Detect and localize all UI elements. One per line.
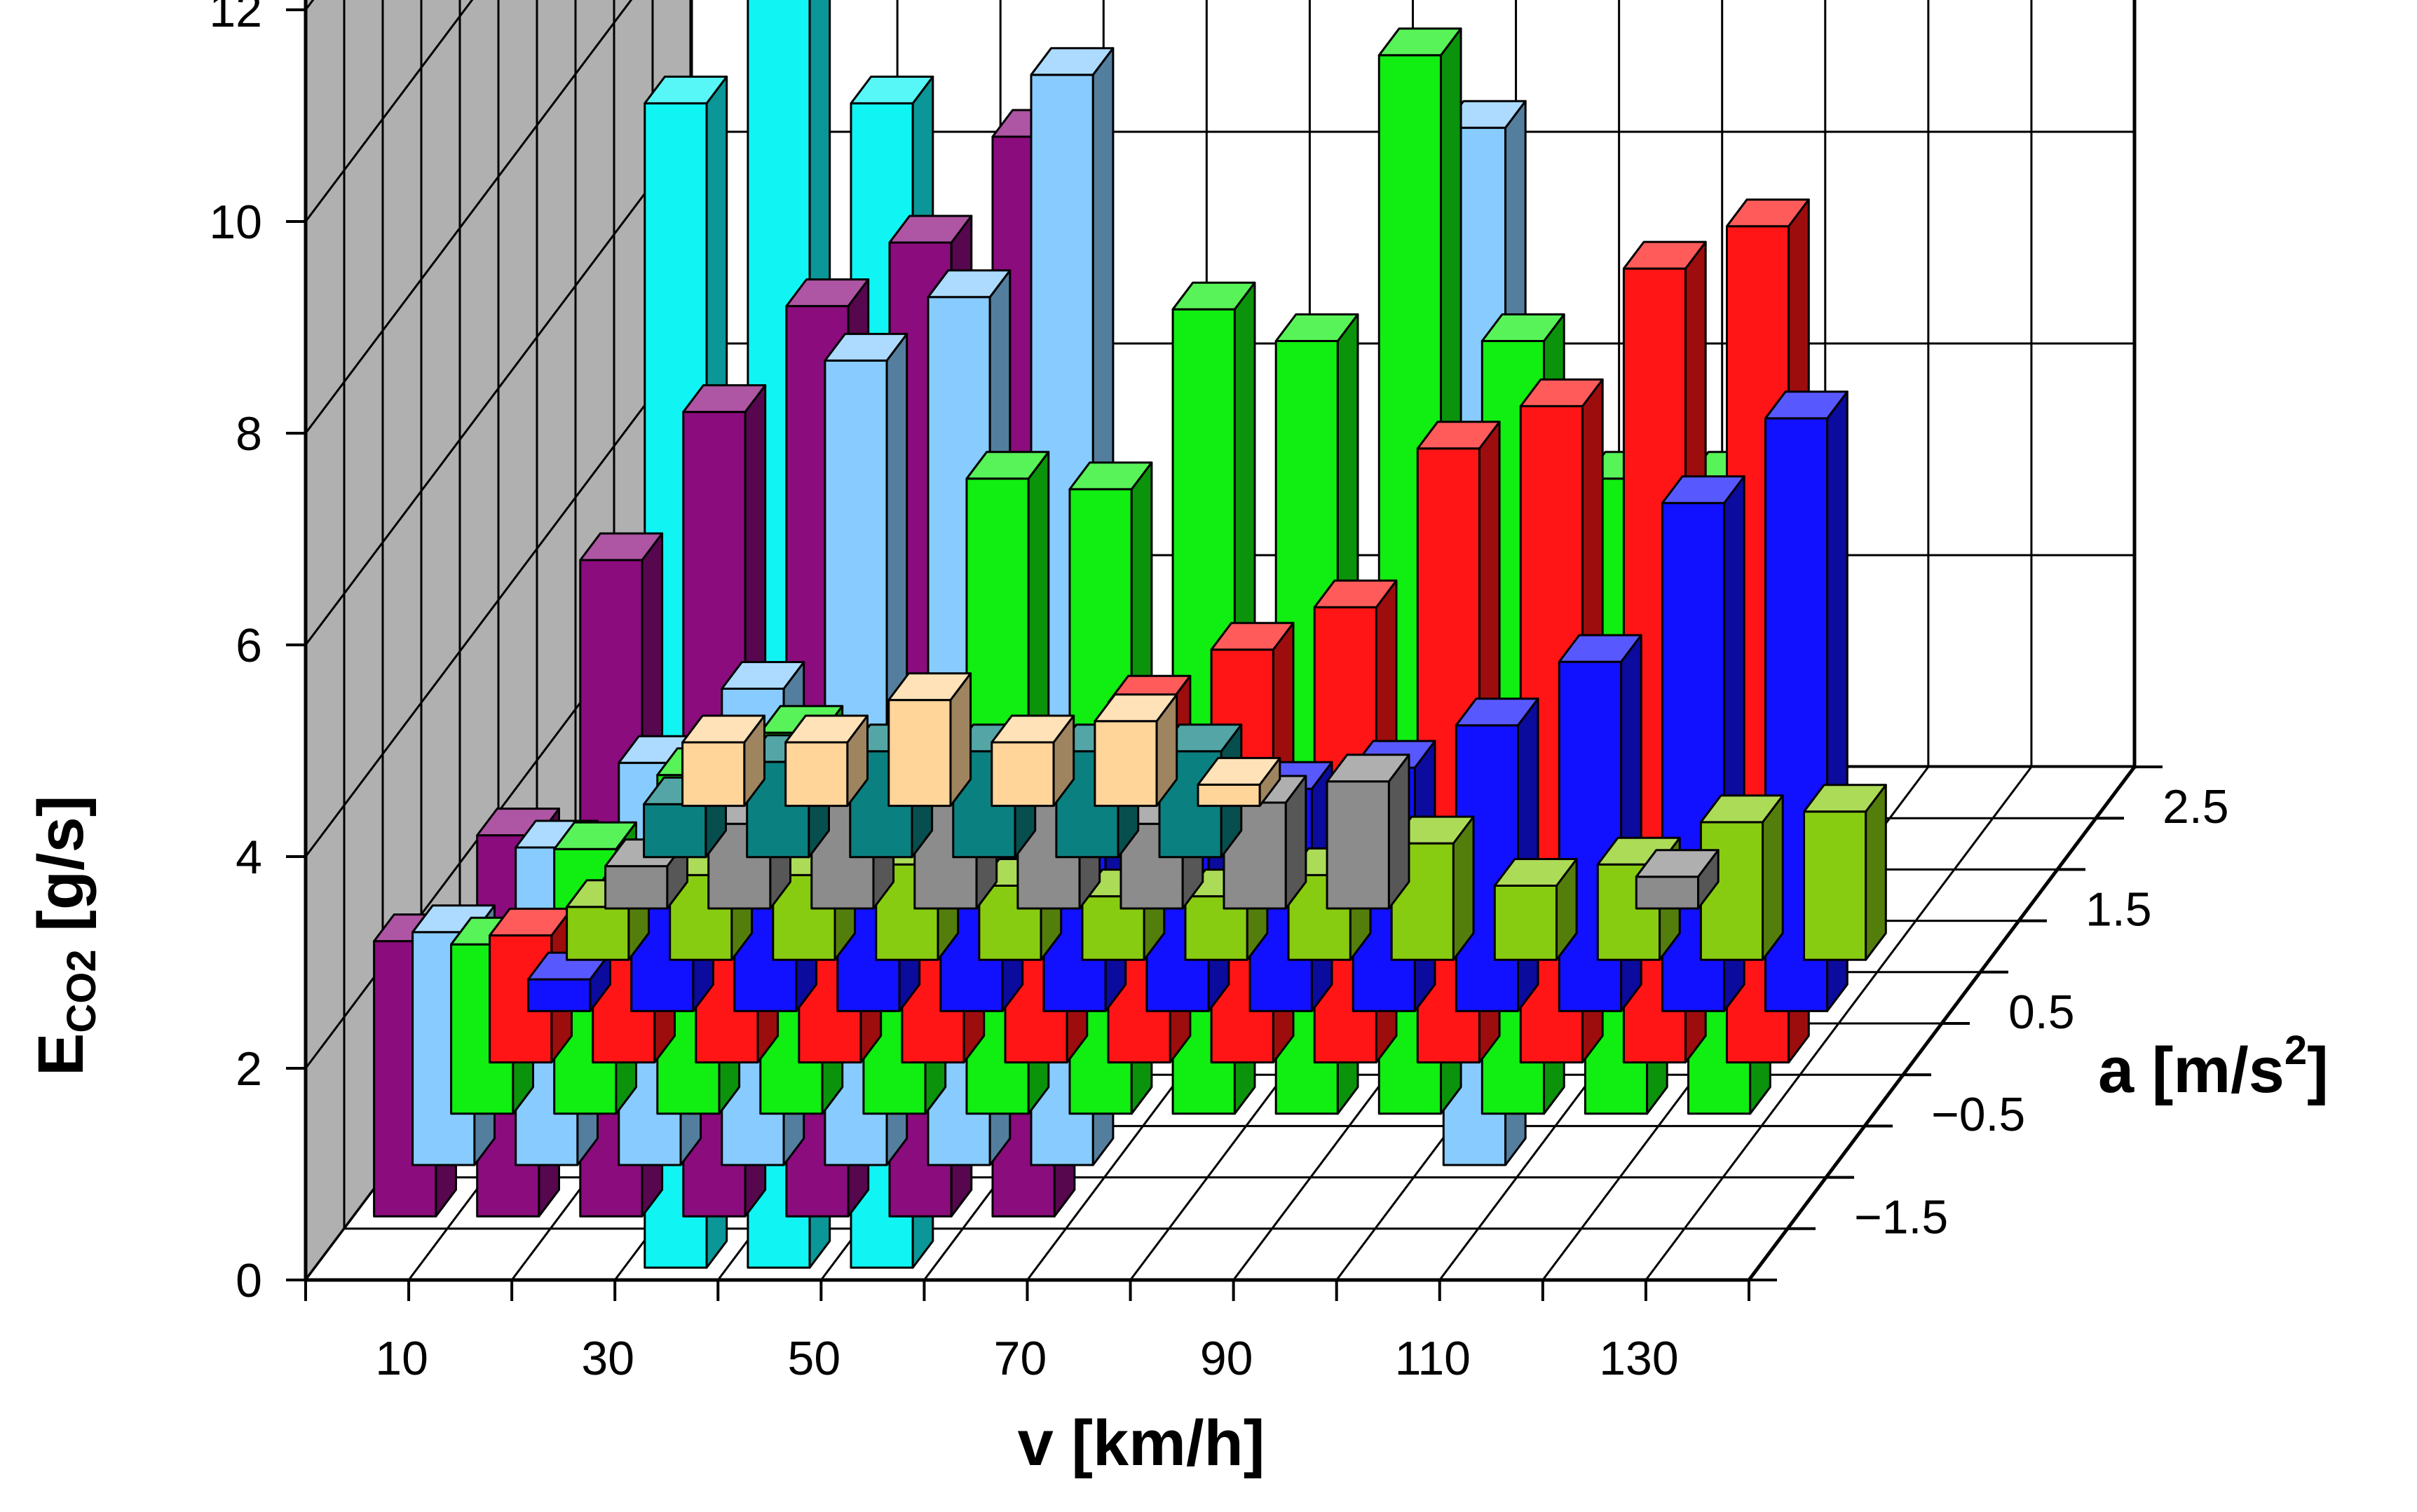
- bar: [784, 714, 869, 808]
- x-tick-label: 110: [1395, 1332, 1471, 1385]
- y-tick-label: 8: [236, 407, 262, 461]
- bar: [1094, 693, 1178, 808]
- bar-top: [721, 661, 805, 690]
- x-tick-label: 70: [994, 1332, 1047, 1385]
- bar-top: [1493, 858, 1578, 887]
- bar-front: [604, 865, 669, 910]
- bar: [527, 951, 611, 1012]
- bar-top: [990, 714, 1075, 744]
- bar-side: [1517, 697, 1539, 1012]
- bar-top: [1726, 198, 1810, 228]
- bar-top: [1416, 421, 1501, 450]
- y-tick-label: 6: [236, 619, 262, 672]
- bar-top: [1326, 754, 1410, 783]
- depth-tick-label: −0.5: [1931, 1088, 2025, 1141]
- y-tick-label: 12: [209, 0, 262, 37]
- bar-top: [1377, 27, 1462, 57]
- bar: [1326, 754, 1410, 910]
- bar-top: [1313, 579, 1398, 608]
- bar-top: [681, 714, 765, 744]
- bar-top: [1661, 475, 1745, 505]
- bar-front: [990, 741, 1055, 808]
- bar-top: [553, 821, 637, 850]
- bar-top: [1699, 794, 1784, 824]
- bar-top: [824, 332, 908, 362]
- bar-front: [681, 741, 746, 808]
- bar-top: [1197, 756, 1281, 786]
- bar-side: [1762, 794, 1784, 961]
- bar-front: [527, 978, 592, 1012]
- bar: [990, 714, 1075, 808]
- bar-top: [1764, 390, 1849, 420]
- svg-text:ECO2 [g/s]: ECO2 [g/s]: [25, 796, 104, 1076]
- bar-top: [682, 384, 767, 414]
- x-tick-label: 50: [788, 1332, 841, 1385]
- chart-bars: [373, 0, 1887, 1269]
- bar-top: [1274, 313, 1359, 342]
- bar-front: [784, 741, 849, 808]
- bar-top: [1622, 240, 1707, 270]
- depth-tick-label: −1.5: [1854, 1191, 1948, 1244]
- bar-top: [965, 451, 1050, 480]
- bar-top: [1171, 281, 1256, 311]
- y-axis-title: ECO2 [g/s]: [25, 796, 104, 1076]
- bar-front: [643, 803, 707, 859]
- depth-axis-title: a [m/s2]: [2098, 1028, 2329, 1106]
- bar: [1197, 756, 1281, 808]
- bar-top: [1519, 378, 1604, 407]
- x-axis-title: v [km/h]: [1018, 1408, 1265, 1479]
- chart-ticks: 0246810121410305070901101302.51.50.5−0.5…: [209, 0, 2228, 1385]
- bar-front: [887, 699, 952, 808]
- x-tick-label: 130: [1599, 1332, 1678, 1385]
- x-tick-label: 90: [1200, 1332, 1253, 1385]
- bar-front: [1094, 720, 1158, 808]
- bar: [1493, 858, 1578, 961]
- gridline-horizontal: [304, 0, 633, 434]
- bar-front: [1493, 885, 1558, 961]
- x-tick-label: 10: [375, 1332, 428, 1385]
- bar-top: [850, 75, 934, 104]
- bar-top: [1480, 313, 1565, 342]
- gridline-horizontal: [304, 0, 474, 222]
- bar-top: [1455, 697, 1539, 727]
- bar-top: [1210, 622, 1295, 651]
- bar: [887, 672, 972, 808]
- bar-front: [1197, 783, 1261, 808]
- depth-tick-label: 0.5: [2008, 986, 2075, 1039]
- bar-top: [1558, 634, 1642, 663]
- y-tick-label: 2: [236, 1042, 262, 1096]
- depth-tick-label: 2.5: [2163, 780, 2229, 833]
- bar-top: [1068, 461, 1153, 491]
- bar-top: [784, 714, 869, 744]
- bar-front: [566, 906, 630, 961]
- bar: [1803, 784, 1887, 961]
- bar-top: [785, 278, 870, 308]
- bar-top: [1094, 693, 1178, 723]
- y-tick-label: 0: [236, 1254, 262, 1307]
- y-tick-label: 10: [209, 196, 262, 249]
- depth-tick-label: 1.5: [2085, 883, 2152, 936]
- bar-top: [887, 672, 972, 702]
- bar-top: [1635, 849, 1720, 878]
- bar-front: [1635, 876, 1700, 910]
- bar: [1635, 849, 1720, 910]
- bar-top: [1803, 784, 1887, 813]
- bar-top: [579, 532, 664, 561]
- bar-top: [927, 269, 1012, 299]
- bar-top: [888, 214, 973, 244]
- bar-side: [1865, 784, 1887, 961]
- bar-front: [1803, 810, 1867, 961]
- bar-front: [1326, 780, 1390, 910]
- bar-top: [1030, 47, 1115, 76]
- bar-top: [644, 75, 728, 104]
- bar: [681, 714, 765, 808]
- x-tick-label: 30: [581, 1332, 634, 1385]
- y-tick-label: 4: [236, 831, 262, 884]
